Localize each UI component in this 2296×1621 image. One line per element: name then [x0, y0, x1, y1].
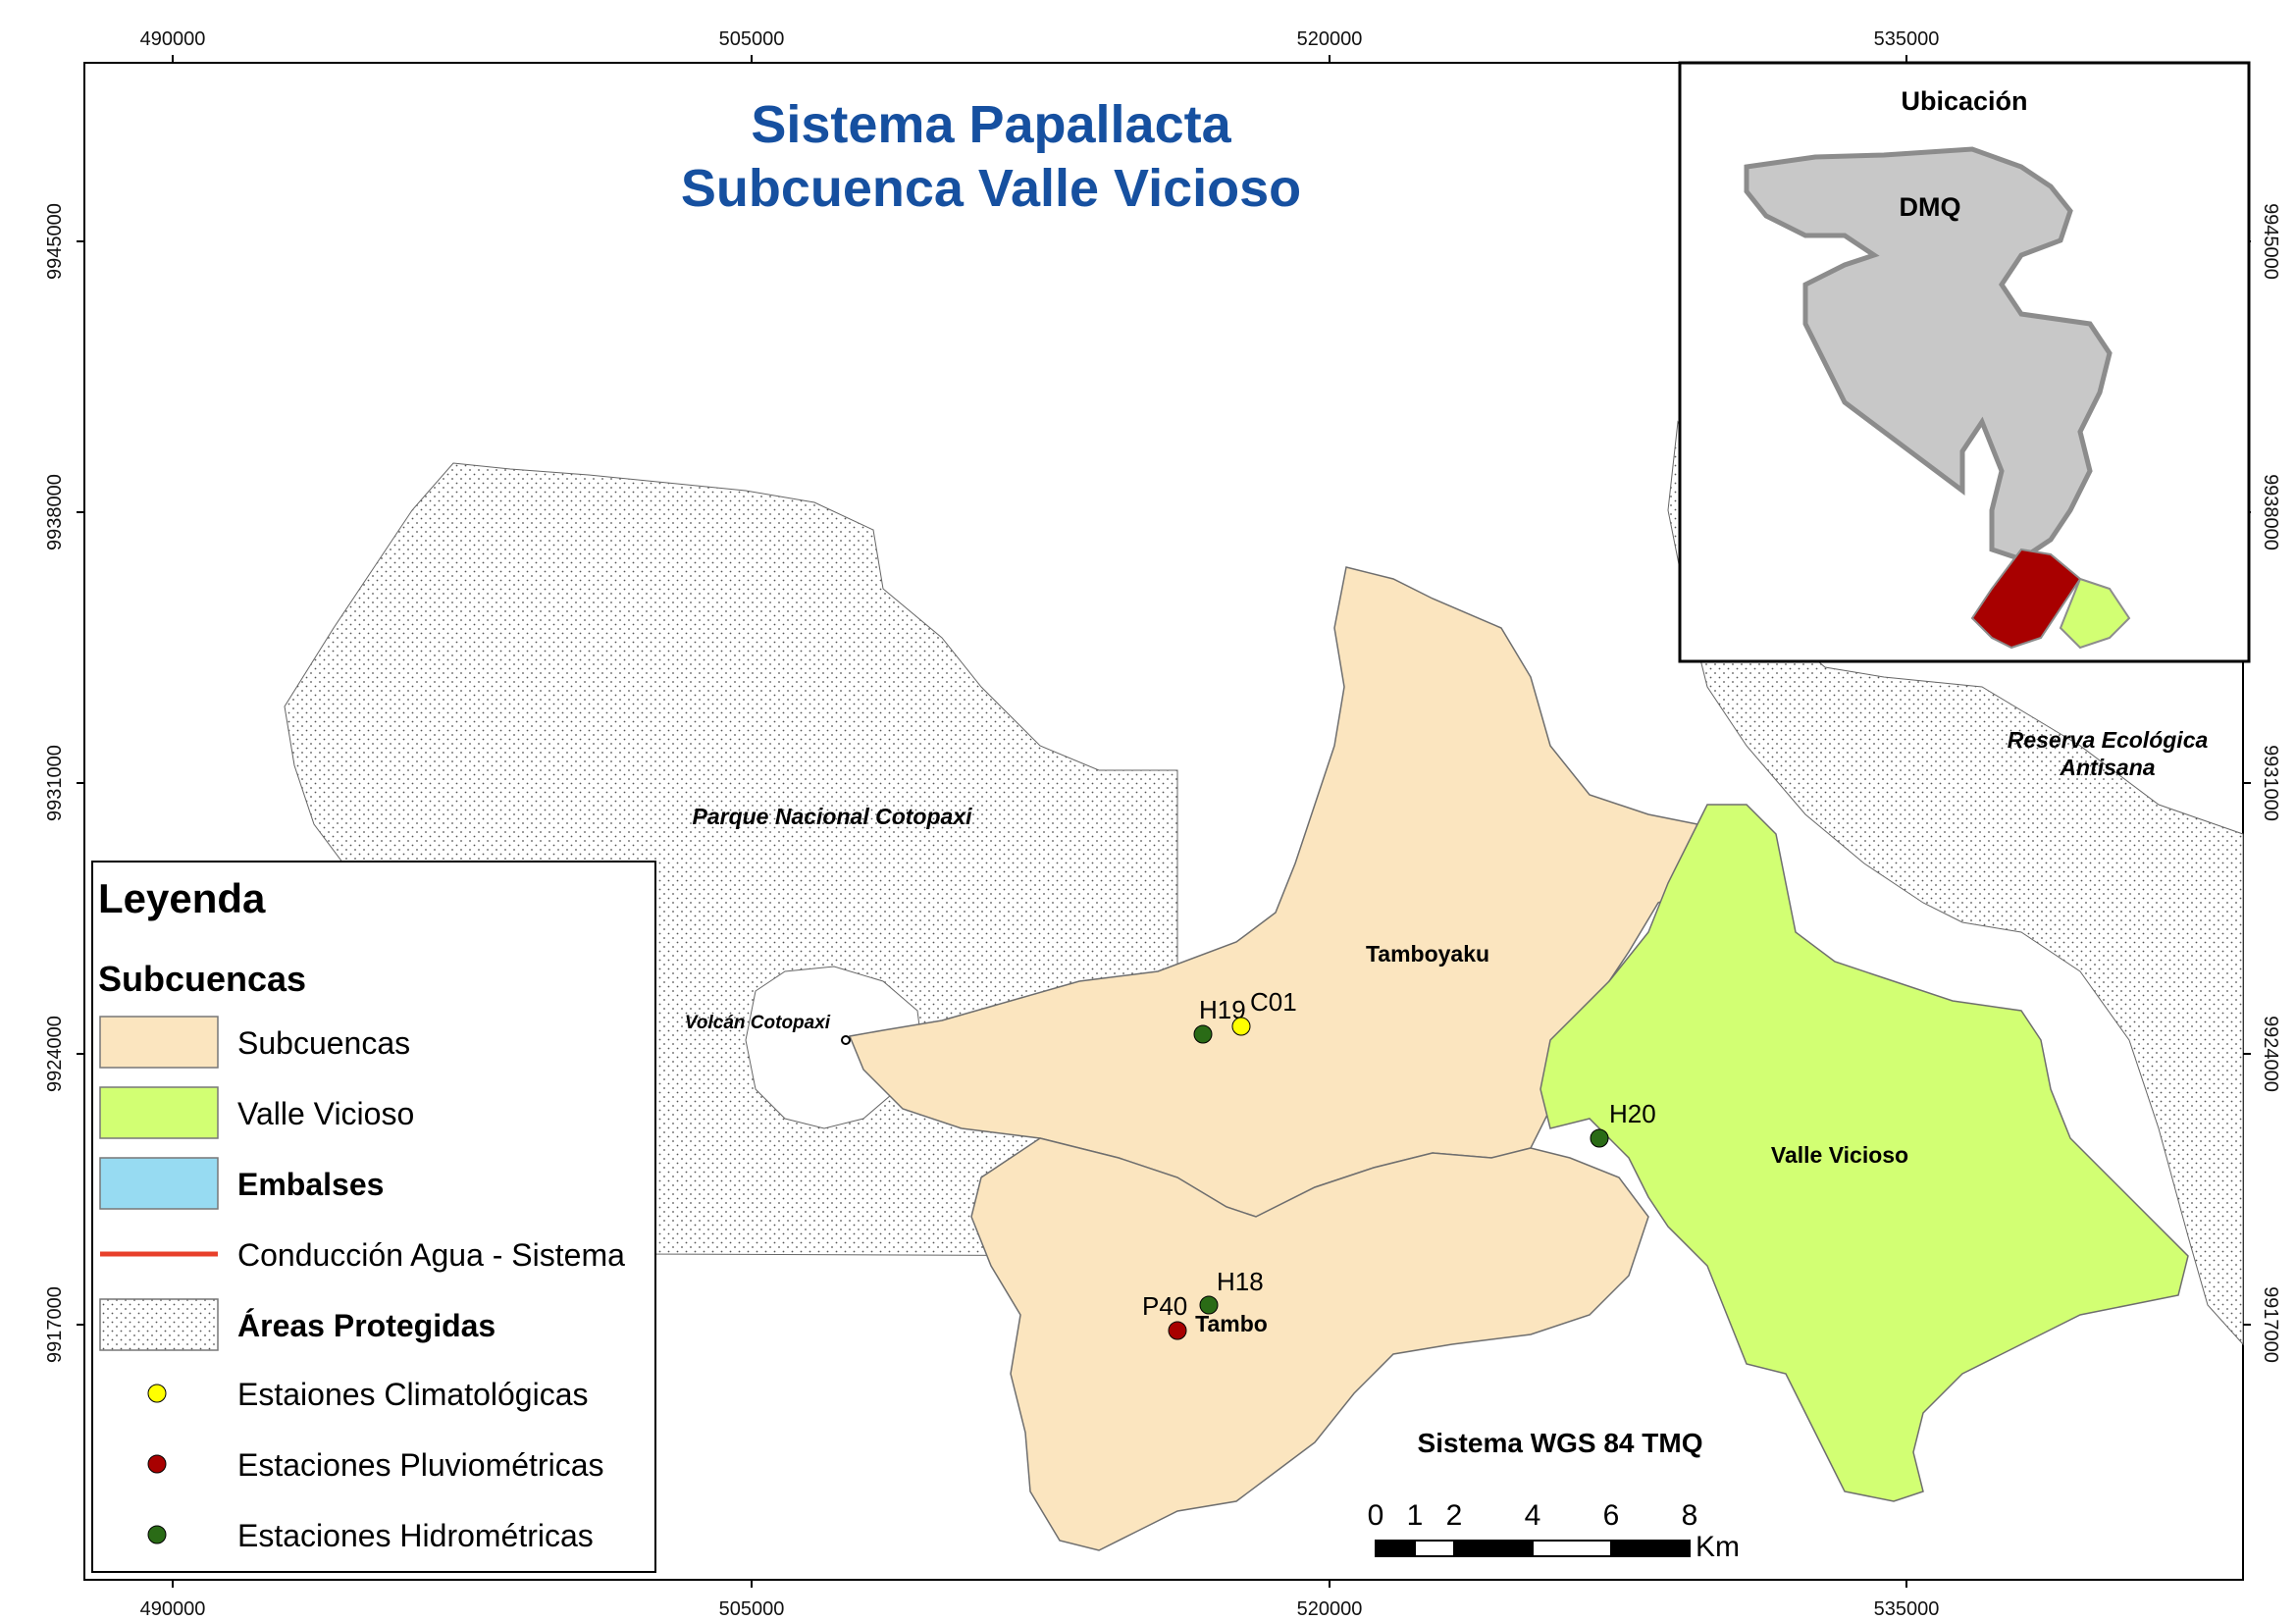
y-tick-left-2: 9938000	[44, 474, 66, 550]
y-tick-left-5: 9917000	[44, 1286, 66, 1363]
legend-swatch-subcuencas	[99, 1016, 219, 1069]
scale-unit: Km	[1696, 1531, 1740, 1563]
y-tick-left-3: 9931000	[44, 745, 66, 821]
legend-swatch-valle	[99, 1086, 219, 1139]
label-reserva-line1: Reserva Ecológica	[2008, 727, 2209, 753]
legend-swatch-climatologica	[147, 1384, 167, 1403]
x-tick-top-3: 520000	[1297, 28, 1363, 50]
station-label-h18: H18	[1217, 1267, 1264, 1296]
legend-swatch-hidrometrica	[147, 1525, 167, 1544]
legend-label-embalses: Embalses	[237, 1167, 384, 1202]
x-tick-bottom-4: 535000	[1874, 1598, 1940, 1620]
station-label-c01: C01	[1250, 987, 1297, 1017]
legend-label-hidrometrica: Estaciones Hidrométricas	[237, 1518, 594, 1553]
inset-dmq-polygon	[1744, 146, 2113, 562]
x-tick-bottom-3: 520000	[1297, 1598, 1363, 1620]
legend-label-conduccion: Conducción Agua - Sistema	[237, 1237, 625, 1273]
scale-label-6: 6	[1603, 1499, 1620, 1532]
label-tamboyaku: Tamboyaku	[1366, 941, 1489, 967]
y-tick-right-2: 9938000	[2260, 474, 2281, 550]
y-tick-right-4: 9924000	[2260, 1016, 2281, 1092]
scale-label-4: 4	[1525, 1499, 1541, 1532]
legend-title: Leyenda	[98, 875, 266, 921]
label-volcan-cotopaxi: Volcán Cotopaxi	[685, 1013, 831, 1033]
scale-label-1: 1	[1407, 1499, 1424, 1532]
station-h18	[1199, 1295, 1219, 1315]
station-p40	[1168, 1321, 1187, 1340]
legend-label-areas: Áreas Protegidas	[237, 1308, 496, 1343]
scale-bar	[1375, 1540, 1691, 1557]
inset-red-area	[1970, 548, 2082, 650]
inset-title: Ubicación	[1901, 86, 2027, 116]
legend-label-climatologica: Estaiones Climatológicas	[237, 1377, 589, 1412]
legend-label-valle: Valle Vicioso	[237, 1096, 414, 1131]
legend-label-subcuencas: Subcuencas	[237, 1025, 410, 1061]
scale-label-2: 2	[1446, 1499, 1463, 1532]
station-label-h20: H20	[1609, 1099, 1656, 1128]
legend-subtitle: Subcuencas	[98, 959, 306, 999]
legend-swatch-pluviometrica	[147, 1454, 167, 1474]
x-tick-bottom-1: 490000	[140, 1598, 206, 1620]
legend-swatch-embalses	[99, 1157, 219, 1210]
y-tick-left-1: 9945000	[44, 203, 66, 280]
subcuenca-tambo	[970, 1137, 1649, 1551]
x-tick-bottom-2: 505000	[719, 1598, 785, 1620]
map-title-line2: Subcuenca Valle Vicioso	[681, 159, 1301, 218]
y-tick-left-4: 9924000	[44, 1016, 66, 1092]
station-c01	[1231, 1017, 1251, 1036]
crs-label: Sistema WGS 84 TMQ	[1418, 1428, 1703, 1458]
scale-label-0: 0	[1368, 1499, 1384, 1532]
y-tick-right-1: 9945000	[2260, 203, 2281, 280]
station-label-p40: P40	[1142, 1291, 1187, 1321]
y-tick-right-3: 9931000	[2260, 745, 2281, 821]
y-tick-right-5: 9917000	[2260, 1286, 2281, 1363]
legend-swatch-areas	[99, 1298, 219, 1351]
map-title-line1: Sistema Papallacta	[751, 95, 1231, 154]
label-valle-vicioso: Valle Vicioso	[1771, 1142, 1908, 1168]
x-tick-top-2: 505000	[719, 28, 785, 50]
subcuenca-valle-vicioso	[1539, 804, 2189, 1502]
label-parque-cotopaxi: Parque Nacional Cotopaxi	[692, 804, 972, 829]
scale-label-8: 8	[1682, 1499, 1698, 1532]
x-tick-top-1: 490000	[140, 28, 206, 50]
station-h20	[1590, 1128, 1609, 1148]
station-h19	[1193, 1024, 1213, 1044]
legend	[91, 861, 656, 1573]
legend-label-pluviometrica: Estaciones Pluviométricas	[237, 1447, 603, 1483]
inset-dmq-label: DMQ	[1900, 192, 1961, 222]
label-tambo: Tambo	[1195, 1311, 1268, 1336]
x-tick-top-4: 535000	[1874, 28, 1940, 50]
inset-green-area	[2059, 577, 2131, 650]
inset-map	[1678, 61, 2251, 663]
volcano-marker	[841, 1035, 851, 1045]
protected-area-antisana	[1667, 420, 2244, 1346]
label-reserva-line2: Antisana	[2059, 755, 2155, 780]
